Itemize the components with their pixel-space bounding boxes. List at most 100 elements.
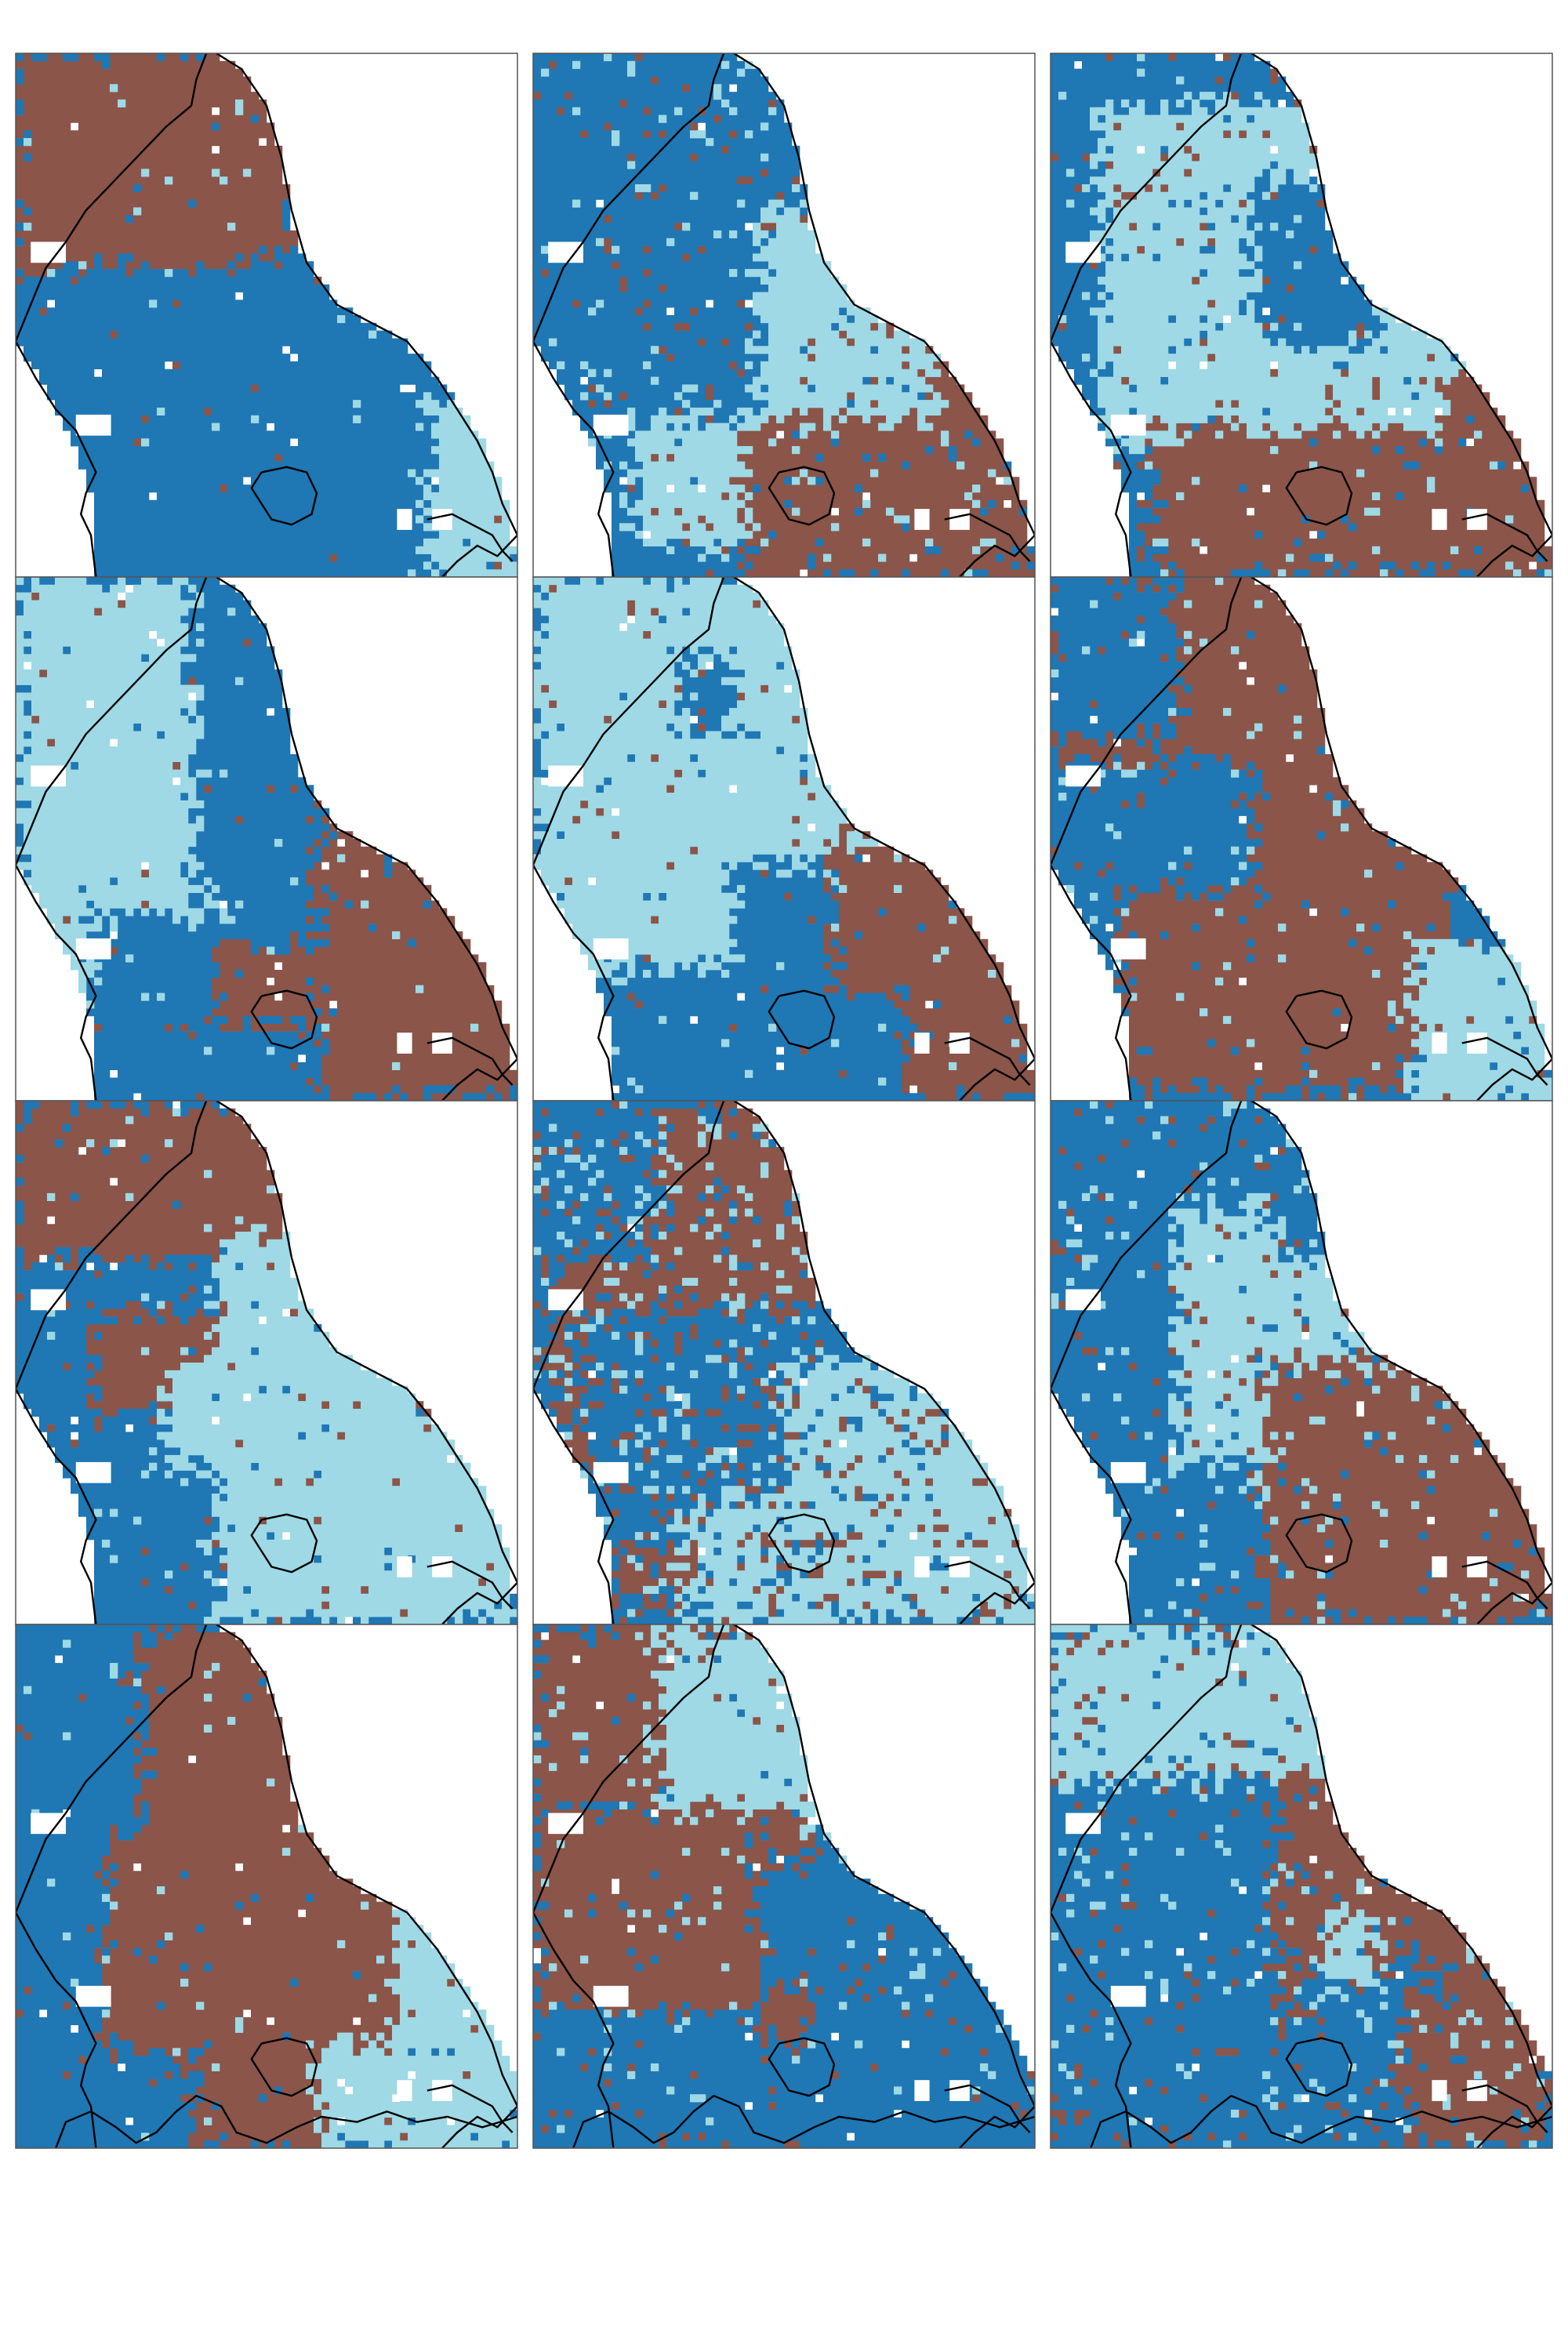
no-data-gap <box>1432 1033 1447 1054</box>
no-data-gap <box>31 241 66 263</box>
class-cells-light-blue <box>47 1108 517 1624</box>
map-panel-r3c1 <box>15 1100 518 1625</box>
outer-boundary <box>533 1101 725 1624</box>
no-data-gap <box>949 1556 970 1577</box>
coastline <box>1250 1101 1552 1624</box>
outer-boundary <box>1051 53 1243 577</box>
no-data-gap <box>1065 1289 1101 1311</box>
city-boundary <box>250 1513 318 1573</box>
southern-boundary <box>572 2094 1035 2148</box>
coastline <box>216 1624 517 2148</box>
outer-boundary <box>1051 577 1243 1101</box>
outer-boundary <box>1051 1101 1243 1624</box>
map-panel-r3c2 <box>532 1100 1036 1625</box>
outer-boundary <box>16 1624 208 2148</box>
classification-grid <box>16 53 517 577</box>
classification-grid <box>533 53 1035 577</box>
southern-boundary <box>55 2094 517 2148</box>
no-data-gap <box>432 509 452 530</box>
no-data-gap <box>397 1556 412 1577</box>
class-cells-light-blue <box>533 577 1020 1094</box>
map-panel-r4c1 <box>15 1624 518 2149</box>
map-panel-r4c2 <box>532 1624 1036 2149</box>
estuary-line <box>944 2084 1031 2133</box>
city-boundary <box>1285 2037 1353 2097</box>
map-panel-r3c3 <box>1050 1100 1553 1625</box>
outer-boundary <box>533 1624 725 2148</box>
region-boundaries <box>533 1624 1035 2148</box>
classification-grid <box>533 1624 1035 2148</box>
class-cells-light-blue <box>16 577 479 1071</box>
no-data-gap <box>1467 2080 1487 2101</box>
class-cells-light-blue <box>24 84 517 577</box>
outer-boundary <box>16 53 208 577</box>
class-cells-light-blue <box>1051 1624 1545 2148</box>
class-cells-brown <box>16 53 503 570</box>
no-data-gap <box>593 1461 629 1483</box>
no-data-gap <box>432 2080 452 2101</box>
no-data-gap <box>914 2080 930 2101</box>
region-boundaries <box>533 1101 1035 1624</box>
no-data-gap <box>1110 1985 1146 2007</box>
southern-boundary <box>1090 2094 1552 2148</box>
no-data-gap <box>1467 509 1487 530</box>
class-cells-brown <box>16 1624 479 2148</box>
city-boundary <box>768 466 836 526</box>
no-data-gap <box>432 1033 452 1054</box>
no-data-gap <box>949 509 970 530</box>
no-data-gap <box>548 241 583 263</box>
region-boundaries <box>533 577 1035 1101</box>
class-cells-light-blue <box>541 53 1012 577</box>
classification-grid <box>533 577 1035 1101</box>
class-cells-light-blue <box>1051 1101 1545 1624</box>
map-panel-r2c2 <box>532 576 1036 1102</box>
city-boundary <box>250 989 318 1050</box>
panel-frame <box>532 1624 1036 2149</box>
no-data-gap <box>593 1985 629 2007</box>
no-data-gap <box>593 938 629 960</box>
map-panel-r2c3 <box>1050 576 1553 1102</box>
no-data-gap <box>397 509 412 530</box>
no-data-gap <box>75 1461 111 1483</box>
no-data-gap <box>1467 1033 1487 1054</box>
city-boundary <box>768 989 836 1050</box>
class-cells-light-blue <box>533 1101 1035 1624</box>
coastline <box>733 1101 1035 1624</box>
city-boundary <box>1285 1513 1353 1573</box>
panel-frame <box>1050 1624 1553 2149</box>
estuary-line <box>1461 1036 1548 1086</box>
map-panel-r1c1 <box>15 53 518 578</box>
no-data-gap <box>31 1289 66 1311</box>
class-cells-light-blue <box>24 1639 517 2148</box>
region-boundaries <box>1051 1624 1552 2148</box>
class-cells-blue <box>16 1624 517 2148</box>
no-data-gap <box>1432 509 1447 530</box>
classification-grid <box>16 577 517 1101</box>
class-cells-blue <box>1051 53 1545 577</box>
no-data-gap <box>432 1556 452 1577</box>
region-boundaries <box>1051 577 1552 1101</box>
class-cells-brown <box>16 1101 495 1624</box>
no-data-gap <box>914 1556 930 1577</box>
city-boundary <box>1285 989 1353 1050</box>
estuary-line <box>426 513 514 562</box>
no-data-gap <box>1065 1813 1101 1835</box>
no-data-gap <box>914 509 930 530</box>
city-boundary <box>768 1513 836 1573</box>
coastline <box>733 1624 1035 2148</box>
region-boundaries <box>16 577 517 1101</box>
region-boundaries <box>16 1101 517 1624</box>
classification-grid <box>1051 577 1552 1101</box>
class-cells-blue <box>533 1624 1035 2148</box>
coastline <box>1250 577 1552 1101</box>
city-boundary <box>250 466 318 526</box>
no-data-gap <box>1110 938 1146 960</box>
no-data-gap <box>31 1813 66 1835</box>
no-data-gap <box>548 1289 583 1311</box>
class-cells-light-blue <box>533 1624 1035 2133</box>
classification-grid <box>533 1101 1035 1624</box>
no-data-gap <box>1065 241 1101 263</box>
class-cells-light-blue <box>1051 577 1552 1101</box>
coastline <box>216 53 517 577</box>
